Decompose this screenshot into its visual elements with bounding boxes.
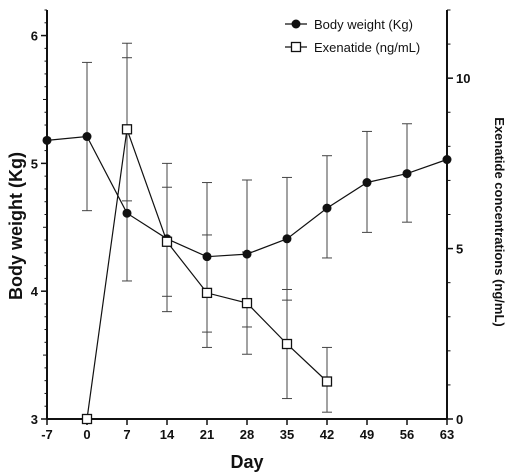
x-tick-label-2: 7 bbox=[123, 427, 130, 442]
body-weight-point-35 bbox=[282, 234, 292, 244]
exenatide-point-28 bbox=[241, 297, 253, 309]
legend: Body weight (Kg) Exenatide (ng/mL) bbox=[285, 17, 420, 55]
body-weight-point-7 bbox=[122, 208, 132, 218]
x-tick-label-1: 0 bbox=[83, 427, 90, 442]
body-weight-point-21 bbox=[202, 252, 212, 262]
marker-layer bbox=[42, 124, 452, 425]
y-axis-title: Body weight (Kg) bbox=[6, 152, 26, 300]
y2-tick-label-0: 0 bbox=[456, 412, 463, 427]
x-tick-label-10: 63 bbox=[440, 427, 454, 442]
y-tick-label-3: 6 bbox=[31, 29, 38, 44]
x-tick-label-8: 49 bbox=[360, 427, 374, 442]
legend-body-weight-marker-icon bbox=[291, 19, 301, 29]
body-weight-point-49 bbox=[362, 178, 372, 188]
x-tick-label-6: 35 bbox=[280, 427, 294, 442]
exenatide-point-35 bbox=[281, 338, 293, 350]
y2-tick-label-1: 5 bbox=[456, 242, 463, 257]
body-weight-point-63 bbox=[442, 155, 452, 165]
exenatide-point-21 bbox=[201, 287, 213, 299]
y-tick-label-1: 4 bbox=[31, 284, 39, 299]
body-weight-point-0 bbox=[82, 132, 92, 142]
x-tick-label-5: 28 bbox=[240, 427, 254, 442]
body-weight-point-56 bbox=[402, 169, 412, 179]
y-tick-label-0: 3 bbox=[31, 412, 38, 427]
legend-exenatide-marker-icon bbox=[290, 41, 302, 53]
legend-body-weight-label: Body weight (Kg) bbox=[314, 17, 413, 32]
legend-exenatide-label: Exenatide (ng/mL) bbox=[314, 40, 420, 55]
x-axis-title: Day bbox=[230, 452, 263, 472]
body-weight-point-28 bbox=[242, 249, 252, 259]
exenatide-point-7 bbox=[121, 124, 133, 135]
y-tick-label-2: 5 bbox=[31, 156, 38, 171]
exenatide-point-0 bbox=[81, 413, 93, 425]
exenatide-point-14 bbox=[161, 236, 173, 247]
x-tick-label-7: 42 bbox=[320, 427, 334, 442]
exenatide-point-42 bbox=[321, 376, 333, 387]
x-tick-label-3: 14 bbox=[160, 427, 175, 442]
errorbar-layer bbox=[82, 42, 412, 413]
body-weight-point--7 bbox=[42, 135, 52, 145]
x-tick-label-4: 21 bbox=[200, 427, 214, 442]
y2-axis-title: Exenatide concentrations (ng/mL) bbox=[492, 117, 507, 326]
x-tick-label-9: 56 bbox=[400, 427, 414, 442]
y2-tick-label-2: 10 bbox=[456, 71, 470, 86]
body-weight-point-42 bbox=[322, 203, 332, 213]
x-tick-label-0: -7 bbox=[41, 427, 53, 442]
